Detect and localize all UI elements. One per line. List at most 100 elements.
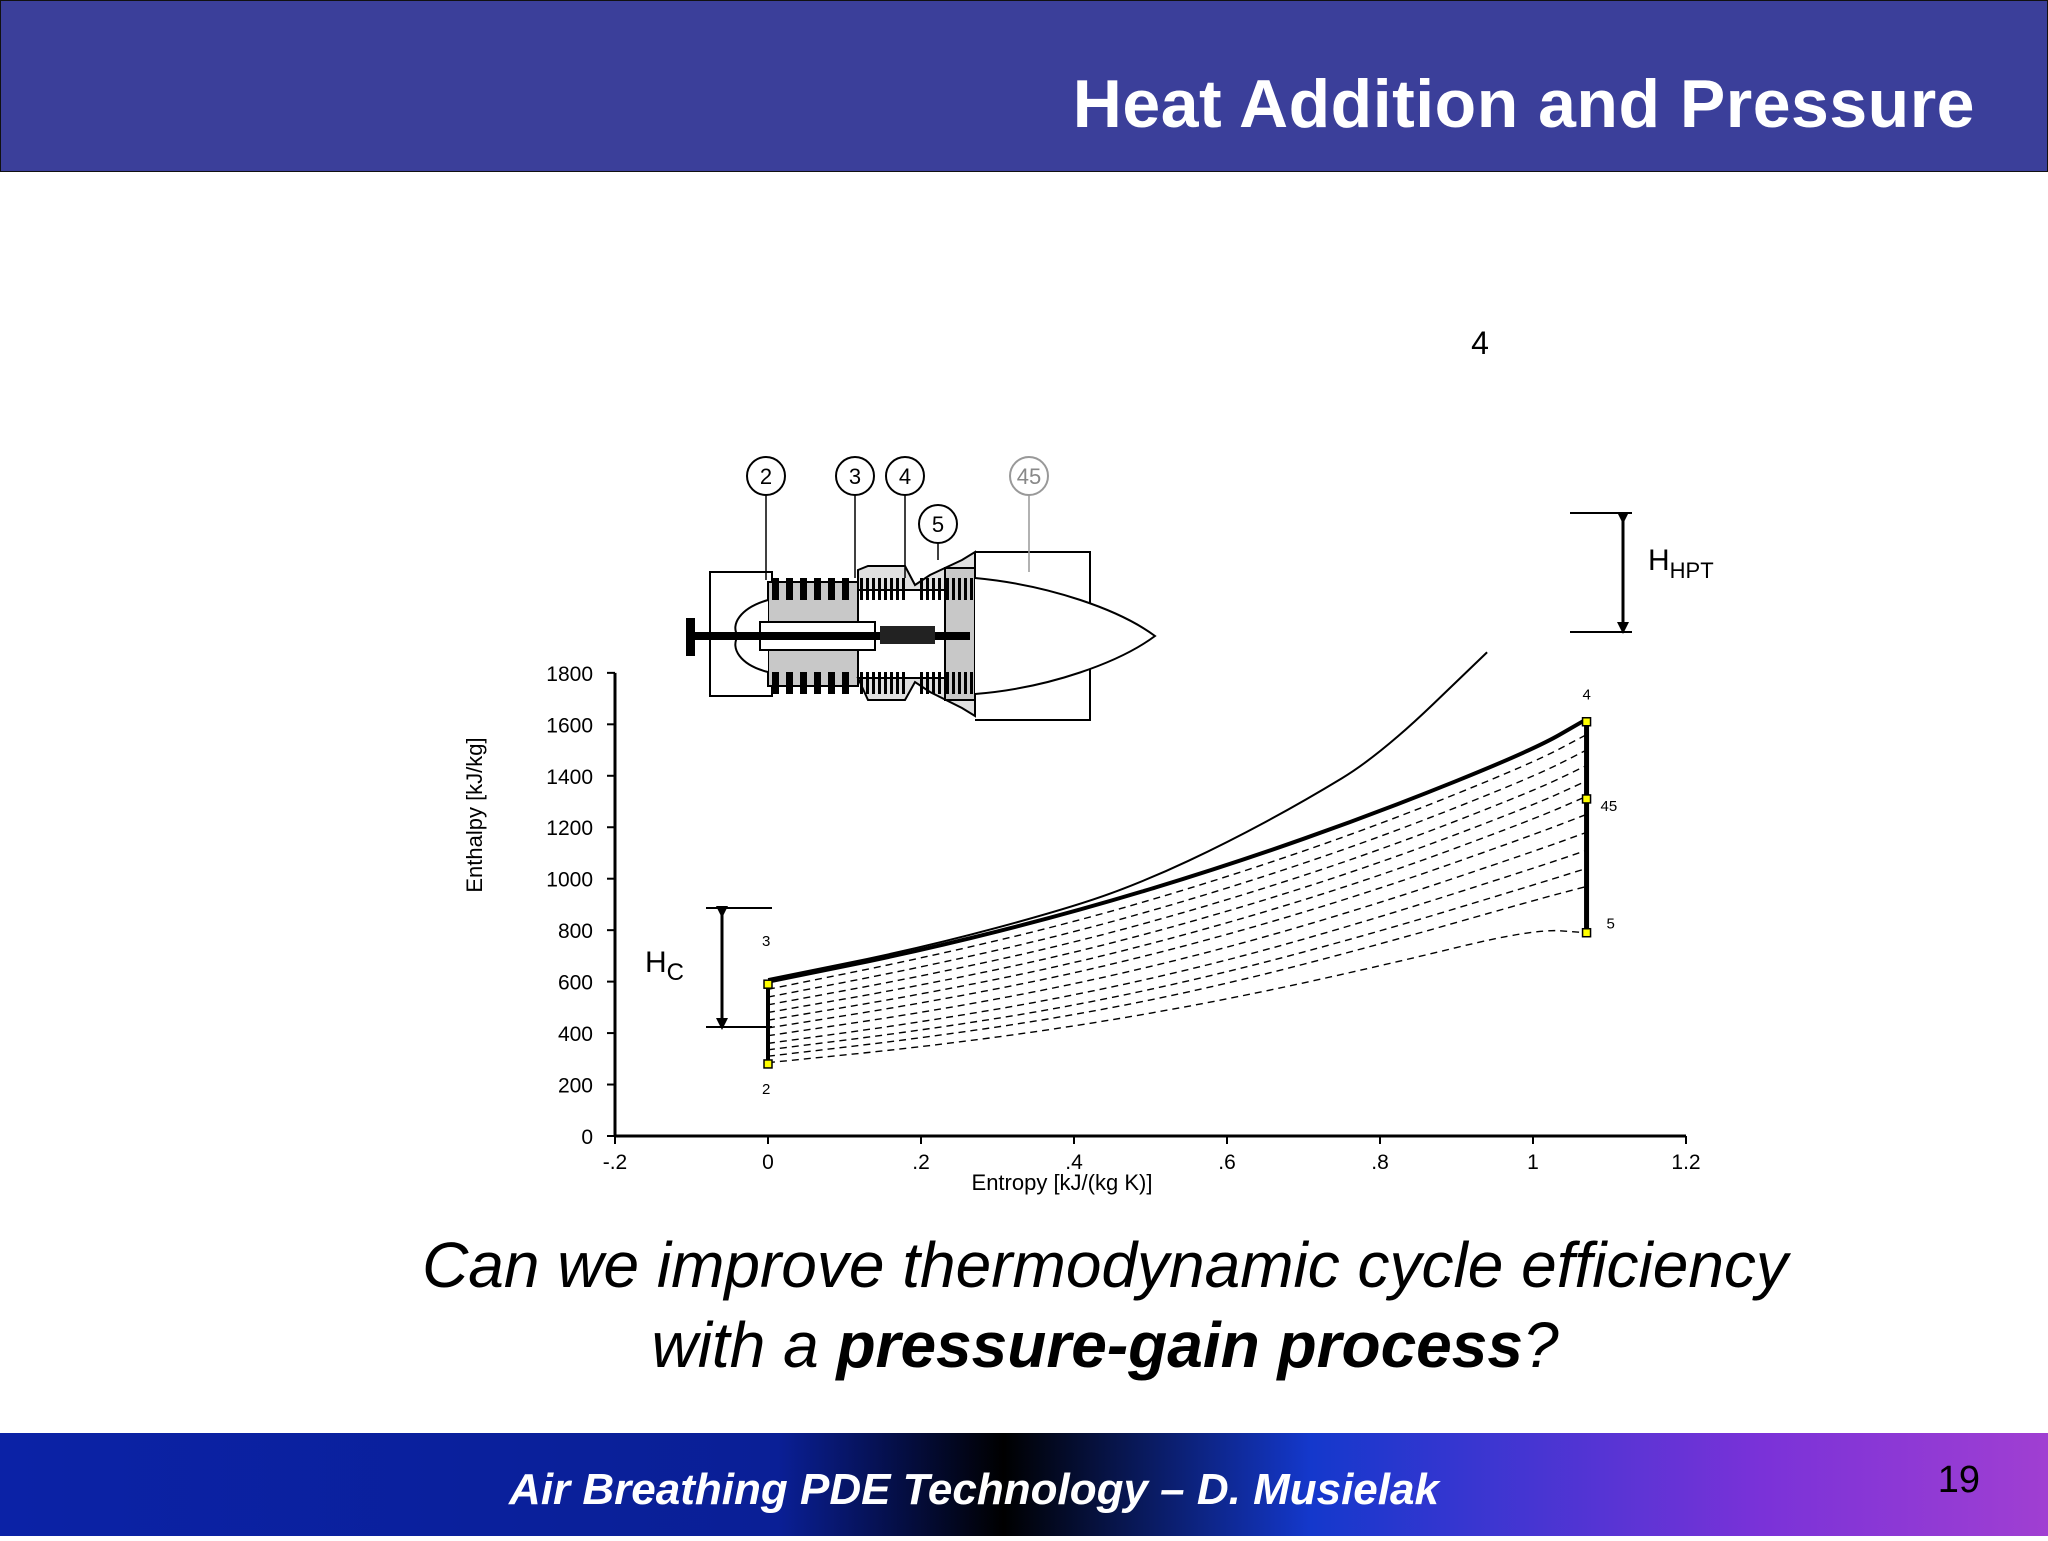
blade (842, 672, 849, 694)
dashed-series-line (767, 849, 1588, 1045)
y-tick-label: 400 (558, 1023, 593, 1046)
slide-title: Heat Addition and Pressure (1072, 66, 1975, 142)
dashed-series-line (767, 885, 1588, 1057)
blade (958, 672, 961, 694)
blade (970, 578, 973, 600)
turbofan-engine-schematic: 2 3 4 45 5 (686, 456, 1157, 721)
question-mark: ? (1522, 1309, 1559, 1381)
hc-label-sub: C (667, 959, 684, 986)
dashed-series-line (767, 867, 1588, 1051)
blade (878, 578, 881, 600)
chart-axes (613, 672, 1686, 1138)
solid-series-line (767, 717, 1589, 984)
x-tick-label: 1.2 (1671, 1151, 1700, 1174)
blade (772, 672, 779, 694)
x-tick-label: -.2 (603, 1151, 628, 1174)
solid-series-line (767, 651, 1488, 981)
blade (828, 578, 835, 600)
x-tick-label: 0 (762, 1151, 774, 1174)
y-tick-label: 1200 (546, 817, 593, 840)
state-point-label: 4 (1583, 687, 1591, 704)
blade (860, 672, 863, 694)
engine-blade-rows-upper (772, 578, 973, 600)
top-state-label: 4 (1471, 325, 1489, 361)
state-point-label: 5 (1607, 916, 1615, 933)
blade (964, 672, 967, 694)
blade (842, 578, 849, 600)
process-lines (766, 721, 1590, 1064)
blade (814, 578, 821, 600)
blade (872, 672, 875, 694)
blade (890, 578, 893, 600)
station-label: 2 (760, 464, 772, 489)
y-tick-label: 600 (558, 972, 593, 995)
blade (772, 578, 779, 600)
dashed-series-line (767, 764, 1588, 1006)
station-circle (1009, 456, 1049, 496)
x-tick-label: .6 (1218, 1151, 1236, 1174)
station-label: 4 (899, 464, 911, 489)
y-tick-label: 1000 (546, 869, 593, 892)
blade (890, 672, 893, 694)
engine-exhaust-plug (974, 577, 1157, 695)
blade (958, 578, 961, 600)
state-point-label: 3 (762, 933, 770, 950)
question-emphasis: pressure-gain process (836, 1309, 1523, 1381)
state-point-label: 2 (762, 1081, 770, 1098)
hc-label-main: H (645, 946, 667, 979)
station-label: 5 (932, 512, 944, 537)
x-tick-label: .8 (1371, 1151, 1389, 1174)
x-tick-label: .2 (912, 1151, 930, 1174)
hhpt-label-sub: HPT (1670, 558, 1714, 583)
state-point-marker (1581, 794, 1592, 804)
slide-footer: Air Breathing PDE Technology – D. Musiel… (0, 1433, 2048, 1536)
dashed-series-line (767, 749, 1588, 998)
station-circle (885, 456, 925, 496)
footer-text: Air Breathing PDE Technology – D. Musiel… (509, 1465, 1439, 1514)
blade (926, 578, 929, 600)
x-tick-label: 1 (1527, 1151, 1539, 1174)
blade (814, 672, 821, 694)
station-circle (746, 456, 786, 496)
blade (828, 672, 835, 694)
engine-shaft-end (686, 618, 695, 656)
y-tick-label: 200 (558, 1075, 593, 1098)
y-axis-title: Enthalpy [kJ/kg] (462, 737, 487, 892)
hhpt-label: HHPT (1648, 544, 1714, 583)
blade (860, 578, 863, 600)
blade (866, 578, 869, 600)
chart-series (767, 651, 1589, 1064)
x-axis-title: Entropy [kJ/(kg K)] (972, 1170, 1153, 1195)
blade (952, 578, 955, 600)
blade (970, 672, 973, 694)
y-axis-ticks: 0 200 400 600 800 1000 1200 1400 1600 1800 (546, 663, 615, 1149)
state-point-marker (763, 1059, 773, 1069)
blade (902, 578, 905, 600)
blade (884, 672, 887, 694)
station-circle (835, 456, 875, 496)
blade (920, 672, 923, 694)
blade (786, 672, 793, 694)
dashed-series-line (767, 813, 1588, 1029)
blade (932, 578, 935, 600)
hhpt-label-main: H (1648, 544, 1670, 577)
blade (920, 578, 923, 600)
state-point-label: 45 (1601, 798, 1618, 815)
engine-blade-rows-lower (772, 672, 973, 694)
page-number: 19 (1937, 1459, 1980, 1501)
blade (902, 672, 905, 694)
state-point-marker (763, 979, 773, 989)
x-tick-label: .4 (1065, 1151, 1083, 1174)
blade (800, 672, 807, 694)
blade (926, 672, 929, 694)
station-circle (918, 504, 958, 544)
y-tick-label: 0 (581, 1126, 593, 1149)
state-points: 2 3 4 45 5 (762, 687, 1617, 1098)
blade (872, 578, 875, 600)
dashed-series-line (767, 733, 1588, 991)
blade (896, 672, 899, 694)
blade (866, 672, 869, 694)
dashed-series-line (767, 831, 1588, 1037)
station-label: 45 (1017, 464, 1041, 489)
